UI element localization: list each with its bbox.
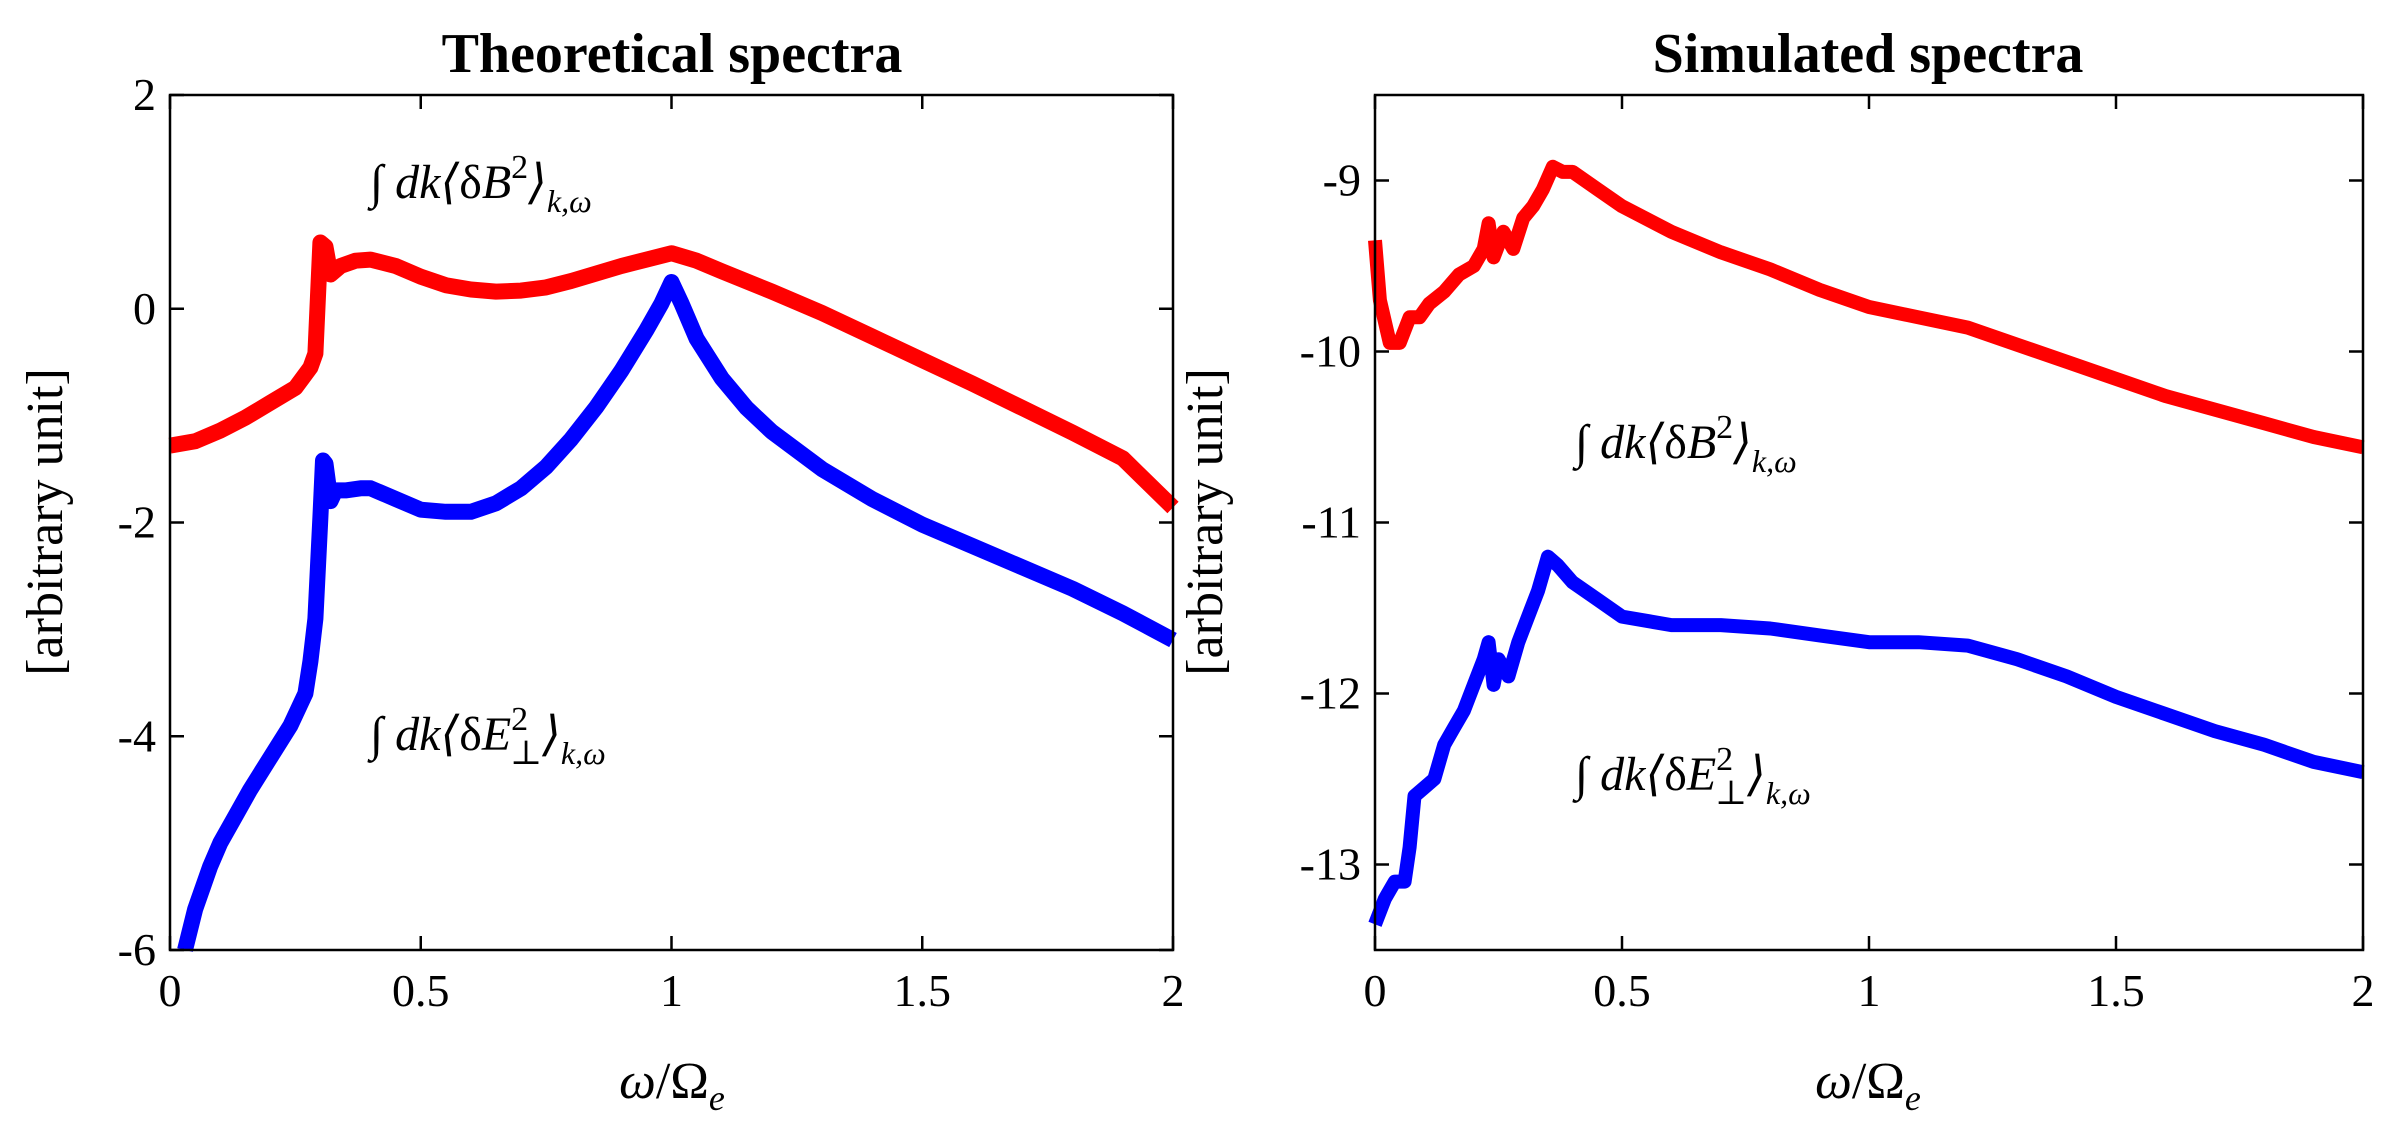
y-tick-label: -12 <box>1300 668 1361 719</box>
annotation-b-field: ∫ dk⟨δB2⟩k,ω <box>1572 409 1797 479</box>
x-tick-label: 2 <box>2352 965 2375 1016</box>
x-tick-label: 0.5 <box>392 965 450 1016</box>
annotation-label: ∫ dk⟨δB2⟩k,ω <box>1572 409 1797 479</box>
y-axis-label: [arbitrary unit] <box>1177 368 1234 676</box>
y-tick-label: -10 <box>1300 326 1361 377</box>
tick-group: 0 0.5 1 1.5 2 -6 -4 -2 0 2 <box>118 69 1185 1016</box>
y-tick-label: -13 <box>1300 839 1361 890</box>
y-tick-label: -9 <box>1323 155 1361 206</box>
tick-group: 0 0.5 1 1.5 2 -13 -12 -11 -10 -9 <box>1300 95 2375 1016</box>
theoretical-spectra-panel: Theoretical spectra 0 0.5 1 1.5 2 -6 -4 -2 0 2 ω/… <box>17 23 1185 1118</box>
chart-title: Theoretical spectra <box>442 23 903 85</box>
series-line-b-field <box>1368 159 2365 455</box>
y-axis-label: [arbitrary unit] <box>17 368 74 676</box>
annotation-label: ∫ dk⟨δE2 ⊥⟩k,ω <box>367 701 606 772</box>
simulated-spectra-panel: Simulated spectra 0 0.5 1 1.5 2 -13 -12 -11 -10 -… <box>1177 23 2375 1118</box>
x-tick-label: 2 <box>1162 965 1185 1016</box>
x-tick-label: 1.5 <box>894 965 952 1016</box>
x-axis-label: ω/Ωe <box>619 1053 725 1118</box>
x-tick-label: 0 <box>1364 965 1387 1016</box>
x-tick-label: 1 <box>660 965 683 1016</box>
series-line-e-field <box>177 274 1177 952</box>
x-axis-label: ω/Ωe <box>1815 1053 1921 1118</box>
annotation-label: ∫ dk⟨δB2⟩k,ω <box>367 149 592 219</box>
y-tick-label: -4 <box>118 710 156 761</box>
series-line-e-field <box>1368 549 2365 927</box>
x-tick-label: 0.5 <box>1593 965 1651 1016</box>
series-group <box>168 234 1179 952</box>
y-tick-label: -11 <box>1301 497 1361 548</box>
chart-title: Simulated spectra <box>1653 23 2084 85</box>
annotation-label: ∫ dk⟨δE2 ⊥⟩k,ω <box>1572 741 1811 812</box>
y-tick-label: -2 <box>118 497 156 548</box>
series-line-b-field <box>168 234 1179 514</box>
annotation-e-field: ∫ dk⟨δE2 ⊥⟩k,ω <box>1572 741 1811 812</box>
annotation-e-field: ∫ dk⟨δE2 ⊥⟩k,ω <box>367 701 606 772</box>
y-tick-label: 2 <box>133 69 156 120</box>
annotation-b-field: ∫ dk⟨δB2⟩k,ω <box>367 149 592 219</box>
y-tick-label: 0 <box>133 283 156 334</box>
x-tick-label: 1.5 <box>2087 965 2145 1016</box>
series-group <box>1368 159 2365 927</box>
x-tick-label: 1 <box>1858 965 1881 1016</box>
x-tick-label: 0 <box>159 965 182 1016</box>
y-tick-label: -6 <box>118 924 156 975</box>
